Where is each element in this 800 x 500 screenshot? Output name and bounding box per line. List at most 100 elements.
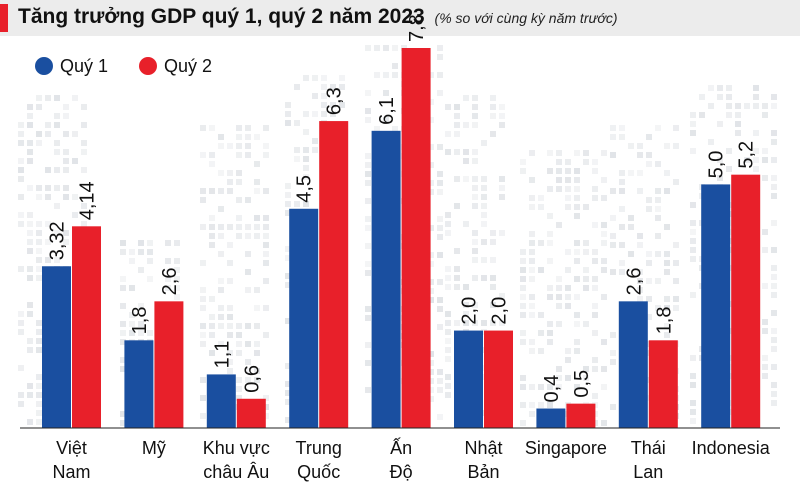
texture-cell <box>538 348 544 354</box>
texture-cell <box>655 215 661 221</box>
texture-cell <box>138 321 144 327</box>
texture-cell <box>245 251 251 257</box>
texture-cell <box>673 305 679 311</box>
texture-cell <box>472 122 478 128</box>
texture-cell <box>129 312 135 318</box>
texture-cell <box>81 140 87 146</box>
texture-cell <box>18 167 24 173</box>
texture-cell <box>637 143 643 149</box>
texture-cell <box>428 261 434 267</box>
texture-cell <box>200 413 206 419</box>
texture-cell <box>437 216 443 222</box>
texture-cell <box>499 113 505 119</box>
texture-cell <box>437 90 443 96</box>
texture-cell <box>664 323 670 329</box>
texture-cell <box>392 72 398 78</box>
texture-cell <box>72 131 78 137</box>
texture-cell <box>637 269 643 275</box>
texture-cell <box>236 386 242 392</box>
texture-cell <box>428 279 434 285</box>
texture-cell <box>365 306 371 312</box>
texture-cell <box>27 275 33 281</box>
texture-cell <box>529 249 535 255</box>
texture-cell <box>263 395 269 401</box>
bar-2-7 <box>648 340 678 428</box>
texture-cell <box>463 284 469 290</box>
texture-cell <box>120 330 126 336</box>
texture-cell <box>263 332 269 338</box>
texture-cell <box>529 195 535 201</box>
texture-cell <box>664 332 670 338</box>
texture-cell <box>428 252 434 258</box>
texture-cell <box>303 147 309 153</box>
texture-cell <box>717 175 723 181</box>
texture-cell <box>81 122 87 128</box>
texture-cell <box>472 149 478 155</box>
value-label: 2,6 <box>159 268 181 296</box>
texture-cell <box>165 240 171 246</box>
texture-cell <box>254 161 260 167</box>
texture-cell <box>72 158 78 164</box>
texture-cell <box>556 366 562 372</box>
texture-cell <box>472 239 478 245</box>
texture-cell <box>601 177 607 183</box>
texture-cell <box>428 360 434 366</box>
texture-cell <box>610 188 616 194</box>
texture-cell <box>218 233 224 239</box>
texture-cell <box>690 229 696 235</box>
texture-cell <box>445 284 451 290</box>
texture-cell <box>520 330 526 336</box>
texture-cell <box>218 341 224 347</box>
texture-cell <box>619 260 625 266</box>
texture-cell <box>445 338 451 344</box>
texture-cell <box>36 338 42 344</box>
texture-cell <box>690 112 696 118</box>
texture-cell <box>592 312 598 318</box>
texture-cell <box>771 310 777 316</box>
texture-cell <box>27 266 33 272</box>
texture-cell <box>285 246 291 252</box>
texture-cell <box>520 276 526 282</box>
texture-cell <box>18 212 24 218</box>
texture-cell <box>445 266 451 272</box>
texture-cell <box>538 204 544 210</box>
texture-cell <box>81 149 87 155</box>
texture-cell <box>708 103 714 109</box>
texture-cell <box>771 175 777 181</box>
texture-cell <box>209 152 215 158</box>
texture-cell <box>690 148 696 154</box>
texture-cell <box>437 45 443 51</box>
texture-cell <box>45 95 51 101</box>
texture-cell <box>227 305 233 311</box>
texture-cell <box>437 189 443 195</box>
texture-cell <box>699 112 705 118</box>
texture-cell <box>445 275 451 281</box>
texture-cell <box>45 257 51 263</box>
texture-cell <box>538 195 544 201</box>
texture-cell <box>664 305 670 311</box>
texture-cell <box>529 339 535 345</box>
texture-cell <box>227 278 233 284</box>
texture-cell <box>129 321 135 327</box>
texture-cell <box>762 319 768 325</box>
texture-cell <box>36 410 42 416</box>
texture-cell <box>18 194 24 200</box>
texture-cell <box>574 294 580 300</box>
texture-cell <box>18 320 24 326</box>
texture-cell <box>339 75 345 81</box>
bar-1-8 <box>701 184 731 428</box>
texture-cell <box>762 364 768 370</box>
title-bar: Tăng trưởng GDP quý 1, quý 2 năm 2023 (%… <box>0 0 800 36</box>
texture-cell <box>529 258 535 264</box>
texture-cell <box>538 267 544 273</box>
texture-cell <box>54 203 60 209</box>
value-label: 0,4 <box>541 375 563 403</box>
texture-cell <box>365 387 371 393</box>
value-label: 6,1 <box>376 97 398 125</box>
texture-cell <box>655 278 661 284</box>
texture-cell <box>428 369 434 375</box>
texture-cell <box>365 162 371 168</box>
texture-cell <box>365 243 371 249</box>
texture-cell <box>454 248 460 254</box>
texture-cell <box>664 269 670 275</box>
